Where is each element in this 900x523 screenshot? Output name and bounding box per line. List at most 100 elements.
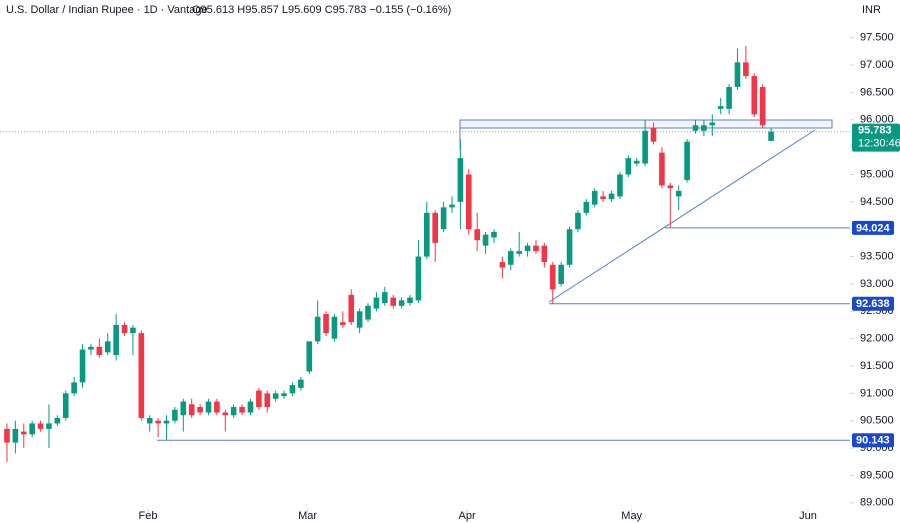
candle-body [633,160,640,164]
chart-title: U.S. Dollar / Indian Rupee · 1D · Vantag… [6,4,208,16]
currency: INR [862,4,881,16]
level-label-box [852,296,894,311]
candle-body [709,122,716,126]
y-tick-label: 97.000 [860,59,894,71]
candle-body [37,423,44,429]
candle-body [516,251,522,254]
candle-body [667,185,674,189]
candle-body [71,382,77,394]
candle-body [113,324,119,356]
candle-body [365,305,371,320]
candle-body [541,245,548,263]
candle-body [222,412,229,416]
candle-body [197,407,203,413]
candle-body [608,193,615,200]
y-tick-label: 96.000 [860,114,894,126]
candle-body [558,264,564,284]
candle-body [46,423,52,429]
y-tick-label: 91.000 [860,387,894,399]
candle-body [701,125,707,131]
candle-body [96,346,103,356]
candle-body [591,190,598,205]
y-tick-label: 92.000 [860,333,894,345]
candle-body [12,428,19,443]
level-label-box [852,433,894,448]
level-label: 94.024 [856,222,891,234]
candle-body [533,245,539,252]
candle-body [499,262,506,268]
y-tick-label: 93.000 [860,278,894,290]
trend-line [548,129,816,303]
candle-body [566,229,573,265]
candle-body [306,341,313,372]
candle-body [692,125,699,131]
candle-body [289,385,296,394]
candle-body [415,256,422,301]
candle-body [247,401,254,413]
candle-body [356,311,363,328]
candle-body [314,316,321,342]
candle-body [62,393,69,418]
candle-body [121,324,128,334]
candle-body [424,212,430,257]
candle-body [524,245,531,252]
last-price-box [852,123,900,152]
candle-body [130,327,136,334]
resistance-zone [459,119,833,129]
candle-body [549,264,556,290]
y-tick-label: 94.500 [860,196,894,208]
candle-body [29,423,35,435]
candle-body [407,297,413,304]
candle-body [482,234,489,246]
y-tick-label: 93.500 [860,250,894,262]
candle-body [474,229,480,241]
candle-body [264,393,271,408]
x-tick-label: Apr [459,510,476,522]
candle-body [642,130,648,164]
candle-body [457,158,464,202]
candle-body [507,251,514,265]
x-tick-label: Jun [799,510,817,522]
candle-body [675,190,682,197]
candle-body [180,401,187,416]
level-label: 90.143 [856,435,890,447]
y-tick-label: 89.000 [860,497,894,509]
y-tick-label: 90.500 [860,415,894,427]
candle-body [398,300,405,306]
candle-body [390,297,397,306]
candle-body [768,131,774,141]
candle-body [239,407,245,413]
candle-body [323,314,329,334]
candle-body [20,431,27,435]
candle-body [373,297,380,309]
y-tick-label: 91.500 [860,360,894,372]
candle-body [449,204,455,208]
candle-body [684,141,690,180]
x-tick-label: Mar [298,510,317,522]
candle-body [298,379,304,388]
candle-body [155,420,161,424]
candle-body [491,231,497,238]
candle-body [104,341,111,353]
y-tick-label: 96.500 [860,86,894,98]
candle-body [88,346,94,350]
level-label: 92.638 [856,298,890,310]
candle-body [575,212,581,230]
candle-body [600,196,606,200]
candle-body [340,322,346,325]
last-price-label: 95.783 [858,125,892,137]
candle-body [230,407,237,416]
candle-body [659,152,665,186]
y-tick-label: 89.500 [860,469,894,481]
candle-body [272,393,279,399]
candle-body [734,62,741,87]
ohlc-header: O95.613 H95.857 L95.609 C95.783 −0.155 (… [192,4,451,16]
candle-body [583,201,590,213]
candle-body [4,428,10,443]
candle-body [440,207,447,230]
candle-body [348,294,355,323]
level-label-box [852,220,894,235]
candle-body [331,316,338,339]
